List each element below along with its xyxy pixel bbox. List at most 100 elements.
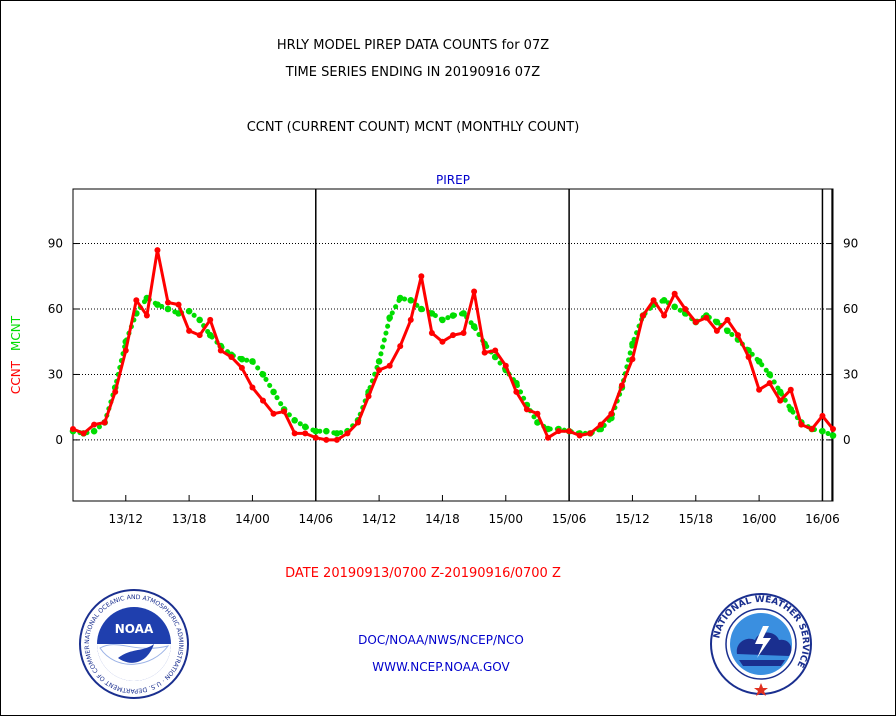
x-tick-label-13-12: 13/12 <box>108 512 143 526</box>
point-ccnt-44 <box>534 410 541 417</box>
point-ccnt-20 <box>281 408 288 415</box>
point-mcnt-30 <box>386 314 393 322</box>
y-axis-label-ccnt: CCNT <box>9 360 23 394</box>
nws-logo: NATIONAL WEATHER SERVICE <box>710 593 812 696</box>
point-mcnt-12 <box>196 316 203 324</box>
point-mcnt-61 <box>713 318 721 326</box>
point-ccnt-66 <box>766 380 773 387</box>
point-mcnt-37 <box>460 310 467 317</box>
y-tick-label-right-60: 60 <box>843 302 858 316</box>
point-ccnt-45 <box>545 434 551 441</box>
point-ccnt-2 <box>91 421 98 428</box>
org-label: DOC/NOAA/NWS/NCEP/NCO <box>358 633 524 647</box>
point-ccnt-46 <box>555 428 562 435</box>
point-mcnt-13 <box>206 331 214 339</box>
y-axis-label: CCNT MCNT <box>9 315 23 394</box>
point-ccnt-50 <box>597 421 604 428</box>
point-mcnt-72 <box>829 432 837 439</box>
point-ccnt-42 <box>513 388 520 395</box>
point-mcnt-19 <box>270 388 277 396</box>
point-ccnt-6 <box>133 297 140 304</box>
point-ccnt-40 <box>492 347 499 354</box>
point-ccnt-47 <box>566 428 573 435</box>
point-ccnt-38 <box>471 288 478 295</box>
point-ccnt-1 <box>80 430 87 437</box>
point-ccnt-30 <box>386 362 393 369</box>
point-ccnt-39 <box>481 349 488 356</box>
point-mcnt-11 <box>185 307 193 315</box>
point-ccnt-56 <box>661 312 668 319</box>
point-mcnt-23 <box>312 427 320 435</box>
point-mcnt-24 <box>323 427 330 435</box>
point-mcnt-68 <box>787 406 795 413</box>
noaa-logo: NOAA NATIONAL OCEANIC AND ATMOSPHERIC AD… <box>78 588 189 699</box>
point-mcnt-32 <box>407 296 415 304</box>
series-line-ccnt <box>72 248 835 442</box>
point-ccnt-65 <box>756 386 763 393</box>
x-tick-label-15-00: 15/00 <box>488 512 523 526</box>
point-mcnt-17 <box>249 358 256 365</box>
point-mcnt-16 <box>238 355 246 363</box>
x-tick-label-14-00: 14/00 <box>235 512 270 526</box>
point-ccnt-16 <box>238 364 245 371</box>
chart-title-line3: CCNT (CURRENT COUNT) MCNT (MONTHLY COUNT… <box>246 120 580 135</box>
point-ccnt-19 <box>270 410 277 417</box>
point-ccnt-21 <box>291 430 298 437</box>
point-ccnt-64 <box>745 354 752 360</box>
point-ccnt-57 <box>671 290 678 297</box>
chart-title-line1: HRLY MODEL PIREP DATA COUNTS for 07Z <box>276 38 550 53</box>
point-ccnt-31 <box>397 343 404 350</box>
noaa-logo-text: NOAA <box>115 622 154 636</box>
date-range-label: DATE 20190913/0700 Z-20190916/0700 Z <box>285 566 561 581</box>
point-ccnt-22 <box>302 430 309 437</box>
y-tick-label-left-30: 30 <box>48 367 63 381</box>
website-label: WWW.NCEP.NOAA.GOV <box>372 660 510 674</box>
point-ccnt-34 <box>428 330 435 336</box>
point-mcnt-22 <box>301 423 309 431</box>
point-ccnt-72 <box>830 426 836 432</box>
point-ccnt-63 <box>735 332 741 339</box>
point-ccnt-12 <box>196 332 203 339</box>
point-ccnt-32 <box>407 316 414 323</box>
y-tick-label-left-60: 60 <box>48 302 63 316</box>
point-ccnt-70 <box>808 426 815 432</box>
point-ccnt-0 <box>70 426 76 432</box>
point-mcnt-21 <box>291 416 298 424</box>
y-axis-label-text: CCNT MCNT <box>9 315 23 394</box>
chart-title-line2: TIME SERIES ENDING IN 20190916 07Z <box>285 65 541 80</box>
x-tick-label-15-12: 15/12 <box>615 512 650 526</box>
x-tick-label-15-18: 15/18 <box>678 512 713 526</box>
point-ccnt-58 <box>682 306 689 312</box>
point-ccnt-37 <box>460 330 467 336</box>
point-ccnt-60 <box>703 314 710 321</box>
point-ccnt-13 <box>207 316 214 323</box>
point-mcnt-65 <box>755 358 763 365</box>
y-tick-label-right-0: 0 <box>843 433 851 447</box>
point-ccnt-11 <box>186 327 193 334</box>
point-ccnt-49 <box>587 430 594 437</box>
point-ccnt-69 <box>798 421 805 428</box>
x-tick-label-16-06: 16/06 <box>805 512 840 526</box>
y-tick-label-left-0: 0 <box>55 433 63 447</box>
point-ccnt-41 <box>502 362 509 369</box>
x-tick-label-13-18: 13/18 <box>172 512 207 526</box>
point-mcnt-2 <box>90 427 98 435</box>
point-mcnt-36 <box>449 312 457 319</box>
point-ccnt-36 <box>450 332 456 339</box>
point-ccnt-14 <box>217 347 224 354</box>
point-ccnt-25 <box>333 436 340 443</box>
y-axis-label-mcnt: MCNT <box>9 315 23 351</box>
x-tick-label-14-18: 14/18 <box>425 512 460 526</box>
point-mcnt-38 <box>470 323 478 330</box>
point-ccnt-29 <box>376 367 383 374</box>
point-ccnt-61 <box>713 327 720 334</box>
point-ccnt-62 <box>724 316 731 323</box>
point-mcnt-62 <box>724 327 731 335</box>
x-tick-label-14-12: 14/12 <box>362 512 397 526</box>
point-mcnt-18 <box>259 371 267 378</box>
point-ccnt-28 <box>365 393 372 400</box>
point-ccnt-18 <box>260 397 266 404</box>
point-ccnt-43 <box>523 406 530 413</box>
point-mcnt-33 <box>418 305 425 313</box>
